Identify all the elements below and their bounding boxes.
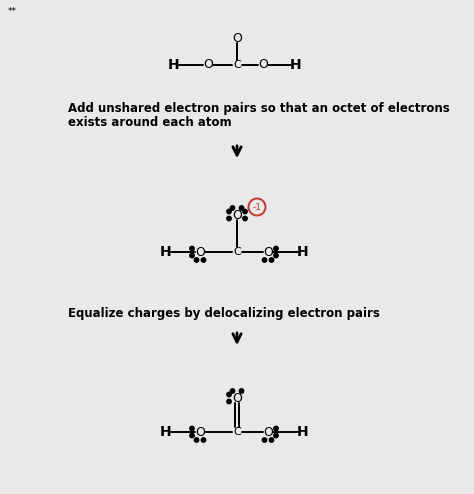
Circle shape [243, 216, 247, 221]
Text: O: O [195, 246, 205, 258]
Circle shape [274, 253, 278, 258]
Circle shape [227, 399, 231, 404]
Circle shape [190, 253, 194, 258]
Text: H: H [297, 245, 309, 259]
Circle shape [201, 258, 206, 262]
Text: H: H [297, 425, 309, 439]
Circle shape [269, 258, 273, 262]
Text: O: O [232, 392, 242, 405]
Circle shape [190, 433, 194, 438]
Circle shape [269, 438, 273, 442]
Text: C: C [233, 247, 241, 257]
Text: C: C [233, 60, 241, 70]
Circle shape [262, 438, 267, 442]
Circle shape [201, 438, 206, 442]
Circle shape [194, 438, 199, 442]
Circle shape [227, 209, 231, 214]
Circle shape [274, 426, 278, 431]
Circle shape [194, 258, 199, 262]
Circle shape [227, 392, 231, 397]
Text: O: O [263, 246, 273, 258]
Text: -1: -1 [253, 203, 262, 211]
Text: **: ** [8, 7, 17, 16]
Text: O: O [258, 58, 268, 72]
Text: O: O [232, 208, 242, 221]
Text: Equalize charges by delocalizing electron pairs: Equalize charges by delocalizing electro… [68, 307, 380, 320]
Circle shape [230, 206, 235, 210]
Text: C: C [233, 427, 241, 437]
Text: exists around each atom: exists around each atom [68, 116, 232, 129]
Circle shape [190, 426, 194, 431]
Circle shape [239, 206, 244, 210]
Circle shape [243, 209, 247, 214]
Circle shape [274, 247, 278, 250]
Circle shape [227, 216, 231, 221]
Circle shape [262, 258, 267, 262]
Text: Add unshared electron pairs so that an octet of electrons: Add unshared electron pairs so that an o… [68, 102, 450, 115]
Text: H: H [160, 245, 172, 259]
Circle shape [239, 389, 244, 393]
Circle shape [274, 433, 278, 438]
Text: O: O [203, 58, 213, 72]
Text: O: O [195, 425, 205, 439]
Text: O: O [263, 425, 273, 439]
Text: O: O [232, 32, 242, 44]
Text: H: H [160, 425, 172, 439]
Text: H: H [168, 58, 180, 72]
Circle shape [230, 389, 235, 393]
Text: H: H [290, 58, 302, 72]
Circle shape [190, 247, 194, 250]
